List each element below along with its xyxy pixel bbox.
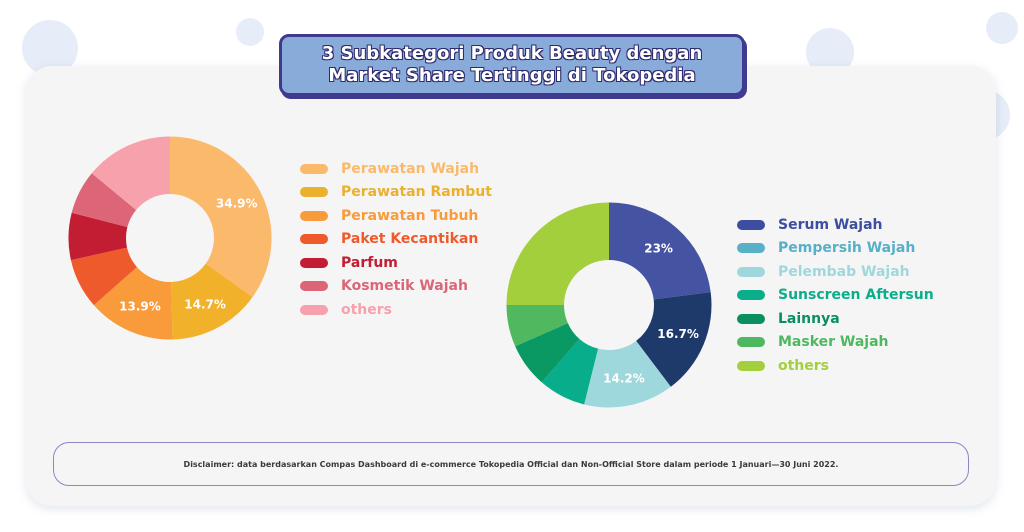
legend-item-others: others [300, 298, 492, 322]
disclaimer-text: Disclaimer: data berdasarkan Compas Dash… [183, 459, 839, 469]
legend-label: Paket Kecantikan [341, 231, 479, 248]
legend-label: Pempersih Wajah [778, 240, 916, 257]
legend-label: Parfum [341, 254, 398, 271]
donut-slice-lainnya [515, 323, 580, 383]
donut-slice-paket-kecantikan [70, 247, 137, 306]
legend-facial-care: Serum Wajah Pempersih Wajah Pelembab Wajah… [737, 213, 934, 378]
slice-value-label: 13.9% [119, 300, 161, 314]
legend-label: Pelembab Wajah [778, 263, 910, 280]
legend-swatch [737, 219, 765, 230]
slice-value-label: 23% [644, 242, 673, 256]
legend-item-perawatan-rambut: Perawatan Rambut [300, 181, 492, 205]
slice-value-label: 14.7% [184, 297, 226, 311]
legend-item-sunscreen-aftersun: Sunscreen Aftersun [737, 284, 934, 308]
legend-item-kosmetik-wajah: Kosmetik Wajah [300, 275, 492, 299]
donut-slice-pempersih-wajah [636, 292, 712, 387]
slice-value-label: 14.2% [603, 371, 645, 385]
legend-label: Perawatan Wajah [341, 160, 480, 177]
donut-slice-pelembab-wajah [584, 340, 671, 408]
legend-label: Masker Wajah [778, 334, 889, 351]
donut-slice-serum-wajah [609, 202, 711, 300]
legend-swatch [300, 163, 328, 174]
background-circle [986, 12, 1018, 44]
legend-item-pempersih-wajah: Pempersih Wajah [737, 237, 934, 261]
donut-slice-parfum [68, 212, 128, 261]
donut-chart-beauty-subcategories: 34.9% 14.7% 13.9% [68, 136, 272, 340]
chart-title-banner: 3 Subkategori Produk Beauty dengan Marke… [279, 34, 745, 96]
donut-slice-perawatan-rambut [171, 263, 253, 340]
legend-swatch [737, 337, 765, 348]
legend-label: Perawatan Tubuh [341, 207, 479, 224]
donut-slice-others [506, 202, 609, 305]
legend-item-paket-kecantikan: Paket Kecantikan [300, 228, 492, 252]
legend-label: Serum Wajah [778, 216, 883, 233]
legend-swatch [300, 257, 328, 268]
legend-item-masker-wajah: Masker Wajah [737, 331, 934, 355]
legend-item-lainnya: Lainnya [737, 307, 934, 331]
legend-item-parfum: Parfum [300, 251, 492, 275]
legend-label: others [341, 301, 393, 318]
legend-item-others: others [737, 354, 934, 378]
legend-swatch [737, 266, 765, 277]
slice-value-label: 34.9% [216, 197, 258, 211]
legend-item-perawatan-wajah: Perawatan Wajah [300, 157, 492, 181]
donut-slice-others [91, 136, 170, 210]
legend-swatch [737, 243, 765, 254]
legend-label: others [778, 357, 830, 374]
chart-title-line-1: 3 Subkategori Produk Beauty dengan [321, 43, 703, 64]
legend-swatch [737, 290, 765, 301]
legend-swatch [300, 210, 328, 221]
legend-swatch [300, 304, 328, 315]
legend-beauty-subcategories: Perawatan Wajah Perawatan Rambut Perawatan… [300, 157, 492, 322]
legend-swatch [300, 187, 328, 198]
legend-label: Perawatan Rambut [341, 184, 492, 201]
background-circle [236, 18, 264, 46]
donut-slice-kosmetik-wajah [71, 173, 137, 228]
legend-swatch [737, 360, 765, 371]
legend-swatch [300, 281, 328, 292]
donut-slice-masker-wajah [506, 305, 568, 347]
donut-chart-facial-care: 23% 16.7% 14.2% [506, 202, 712, 408]
legend-label: Sunscreen Aftersun [778, 287, 934, 304]
legend-item-perawatan-tubuh: Perawatan Tubuh [300, 204, 492, 228]
slice-value-label: 16.7% [657, 327, 699, 341]
legend-item-pelembab-wajah: Pelembab Wajah [737, 260, 934, 284]
legend-swatch [737, 313, 765, 324]
donut-slice-perawatan-tubuh [93, 267, 173, 340]
disclaimer-box: Disclaimer: data berdasarkan Compas Dash… [53, 442, 969, 486]
legend-label: Kosmetik Wajah [341, 278, 468, 295]
legend-swatch [300, 234, 328, 245]
donut-slice-perawatan-wajah [170, 136, 272, 298]
legend-label: Lainnya [778, 310, 840, 327]
legend-item-serum-wajah: Serum Wajah [737, 213, 934, 237]
chart-title-line-2: Market Share Tertinggi di Tokopedia [328, 65, 696, 86]
donut-slice-sunscreen-aftersun [541, 338, 599, 405]
